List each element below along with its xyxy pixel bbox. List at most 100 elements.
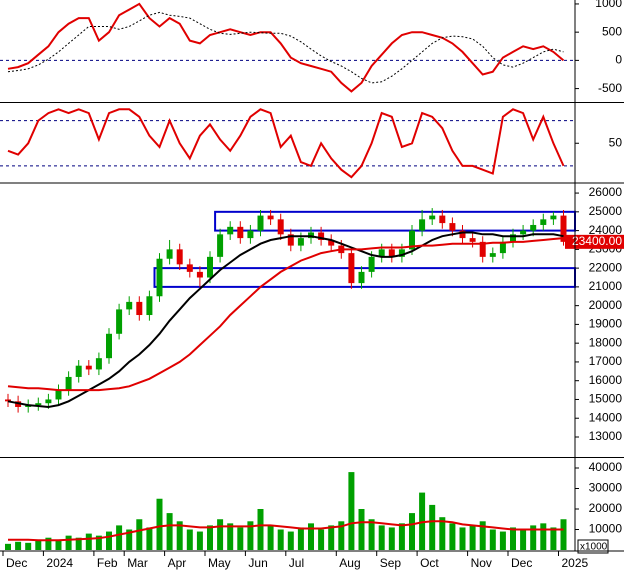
bar — [126, 529, 133, 550]
bar — [25, 542, 32, 550]
y-tick-label: 10000 — [589, 522, 623, 536]
x-tick-label: May — [208, 556, 231, 570]
candle-body — [277, 219, 284, 235]
candle-body — [186, 264, 193, 272]
candle-body — [5, 399, 11, 402]
y-tick-label: 16000 — [589, 373, 623, 387]
bar — [459, 527, 466, 550]
x-tick-label: Jun — [248, 556, 267, 570]
candle-body — [449, 223, 456, 231]
bar — [338, 521, 345, 550]
bar — [156, 498, 163, 550]
x-tick-label: Dec — [511, 556, 532, 570]
x-tick-label: Apr — [168, 556, 187, 570]
candle-body — [459, 230, 466, 239]
line — [7, 108, 565, 179]
candle-body — [207, 256, 213, 278]
bar — [45, 537, 52, 550]
bar — [287, 531, 294, 550]
bar — [510, 527, 516, 550]
x-tick-label: 2024 — [46, 556, 73, 570]
y-tick-label: 30000 — [589, 481, 623, 495]
bar — [550, 527, 557, 550]
bar — [166, 513, 173, 550]
candle-body — [499, 241, 506, 254]
x-tick-label: Jul — [289, 556, 304, 570]
bar — [560, 519, 567, 550]
bar — [5, 543, 11, 550]
bar — [257, 508, 264, 550]
bar — [267, 525, 274, 550]
candle-body — [85, 365, 92, 370]
bar — [136, 519, 143, 550]
unit-box — [577, 539, 609, 554]
bar — [277, 529, 284, 550]
candle-body — [65, 376, 72, 391]
unit-label: x1000 — [580, 542, 608, 553]
candle-body — [196, 271, 203, 278]
bar — [227, 523, 234, 550]
bar — [237, 527, 244, 550]
candle-body — [146, 296, 153, 316]
y-tick-label: 24000 — [589, 223, 623, 237]
bar — [85, 533, 92, 550]
bar — [398, 523, 405, 550]
candle-body — [530, 224, 537, 231]
y-tick-label: 18000 — [589, 335, 623, 349]
bar — [186, 529, 193, 550]
candle-body — [429, 215, 436, 220]
bar — [520, 529, 527, 550]
bar — [368, 519, 375, 550]
y-tick-label: -500 — [598, 81, 622, 95]
y-tick-label: 20000 — [589, 298, 623, 312]
bar — [489, 529, 496, 550]
y-tick-label: 0 — [615, 53, 622, 67]
candle-body — [489, 253, 496, 257]
candle-body — [267, 215, 274, 220]
candle-body — [116, 309, 123, 334]
bar — [247, 521, 254, 550]
bar — [378, 525, 385, 550]
bar — [75, 537, 82, 550]
bar — [55, 539, 62, 550]
candle-body — [106, 333, 112, 359]
x-tick-label: Oct — [420, 556, 439, 570]
line — [7, 237, 564, 392]
bar — [116, 525, 123, 550]
zone — [153, 267, 576, 288]
candle-body — [95, 358, 102, 370]
bar — [146, 527, 153, 550]
candle-body — [126, 301, 133, 310]
y-tick-label: 25000 — [589, 204, 623, 218]
candle-body — [550, 215, 557, 220]
y-tick-label: 500 — [602, 24, 622, 38]
bar — [15, 541, 22, 550]
y-tick-label: 17000 — [589, 354, 623, 368]
x-tick-label: Feb — [97, 556, 118, 570]
line — [7, 11, 564, 84]
x-tick-label: Mar — [127, 556, 148, 570]
bar — [388, 527, 395, 550]
bar — [348, 472, 355, 550]
candle-body — [257, 215, 264, 231]
y-tick-label: 19000 — [589, 317, 623, 331]
x-tick-label: Nov — [471, 556, 492, 570]
bar — [358, 508, 365, 550]
candle-body — [35, 403, 42, 406]
bar — [540, 523, 547, 550]
line — [7, 2, 565, 93]
candle-body — [378, 249, 385, 257]
candle-body — [388, 249, 395, 257]
candle-body — [398, 249, 405, 257]
candle-body — [419, 219, 426, 231]
bar — [449, 523, 456, 550]
bar — [196, 531, 203, 550]
bar — [176, 521, 183, 550]
bar — [439, 517, 446, 550]
bar — [499, 531, 506, 550]
y-tick-label: 50 — [609, 135, 623, 149]
y-tick-label: 22000 — [589, 260, 623, 274]
x-tick-label: 2025 — [562, 556, 589, 570]
price-tag — [565, 234, 624, 249]
